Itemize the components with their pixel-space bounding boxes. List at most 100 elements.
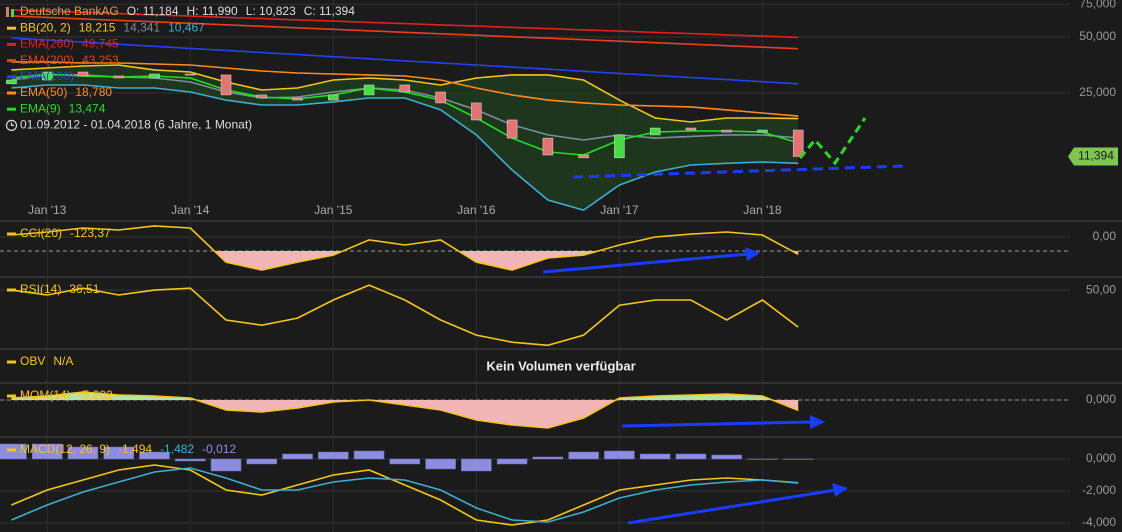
legend-text: EMA(50) [20,85,67,99]
indicator-line [11,225,799,271]
legend-swatch [7,448,16,452]
legend-text: C: 11,394 [304,4,355,18]
candle [77,71,89,77]
legend-text: N/A [53,354,73,368]
area-fill [11,400,799,428]
histogram-bar [67,446,99,460]
candle [113,75,124,79]
y-tick-label: -2,000 [1082,483,1116,497]
legend-text: 18,780 [75,85,112,99]
indicator-line [11,391,799,429]
legend-text: 36,51 [69,282,99,296]
legend-text: EMA(260) [20,37,74,51]
legend-text: EMA(200) [20,53,74,67]
legend-icon [11,9,14,17]
x-tick-label: Jan '14 [171,203,210,217]
histogram-bar [210,458,242,472]
candle [399,84,411,93]
indicator-line [11,284,799,347]
candle [149,73,160,79]
legend-text: 10,467 [168,20,205,34]
y-tick-label: 75,000 [1079,0,1116,10]
histogram-bar [353,450,385,460]
projection [798,117,867,166]
legend-text: -123,37 [70,226,111,240]
clock-icon [5,119,18,132]
candle [685,127,697,131]
histogram-bar [532,456,564,460]
histogram-bar [604,450,635,460]
histogram-bar [675,453,707,460]
trend-line [572,164,906,179]
legend-text: 14,341 [123,20,160,34]
legend-text: -5,202 [79,388,113,402]
candle [792,129,804,157]
legend-swatch [7,394,16,398]
histogram-bar [318,451,349,460]
candle [471,102,482,121]
legend-text: 13,474 [69,101,106,115]
candle [614,134,625,159]
histogram-bar [639,453,671,460]
annotations [542,117,906,525]
legend-icon [6,7,9,17]
note: Kein Volumen verfügbar [486,358,635,373]
histogram-bar [31,443,63,460]
candle [185,73,196,76]
indicator-line [11,15,799,50]
candle [578,154,589,159]
indicator-line [11,64,799,123]
candle [435,91,446,104]
candle [721,129,732,133]
arrow-head [832,483,848,497]
candle [256,94,268,99]
arrow [542,252,749,274]
candle [542,137,554,156]
legend-text: L: 10,823 [246,4,296,18]
histogram-bar [175,458,206,462]
x-tick-label: Jan '16 [457,203,496,217]
legend-swatch [7,360,16,364]
legend-text: 49,745 [82,37,119,51]
histogram-bar [496,458,528,465]
legend-swatch [7,59,16,63]
indicator-line [11,84,799,211]
legend-text: 43,253 [82,53,119,67]
candle [649,127,661,136]
indicator-line [11,467,799,523]
x-tick-label: Jan '18 [743,203,782,217]
legend-swatch [7,42,16,46]
x-tick-label: Jan '13 [28,203,67,217]
candle [363,84,375,96]
histogram-bar [246,458,278,465]
y-tick-label: 50,000 [1079,29,1116,43]
y-tick-label: 0,000 [1086,451,1116,465]
histogram-bar [425,458,456,470]
histogram-bar [568,451,599,460]
legend-text: MOM(14) [20,388,71,402]
legend-text: -1,494 [118,442,152,456]
histogram-bar [139,451,170,460]
arrow [621,420,813,428]
legend-swatch [7,26,16,30]
legend-text: MACD(12, 26, 9) [20,442,110,456]
indicator-line [11,464,799,526]
legend-text: OBV [20,354,45,368]
histogram-bar [782,458,814,460]
candle [328,94,339,101]
candle [41,71,53,81]
candle [757,129,768,133]
histogram-bar [282,453,313,460]
y-tick-label: 50,00 [1086,282,1116,296]
legend-text: EMA(100) [20,69,74,83]
legend-text: -1,482 [160,442,194,456]
histogram-bar [461,458,492,472]
candle [6,79,17,85]
legend-swatch [7,232,16,236]
histogram-bar [747,458,778,460]
legend-text: 01.09.2012 - 01.04.2018 (6 Jahre, 1 Mona… [20,118,252,132]
histogram-bar [389,458,421,465]
x-tick-label: Jan '15 [314,203,353,217]
arrow [627,488,837,525]
